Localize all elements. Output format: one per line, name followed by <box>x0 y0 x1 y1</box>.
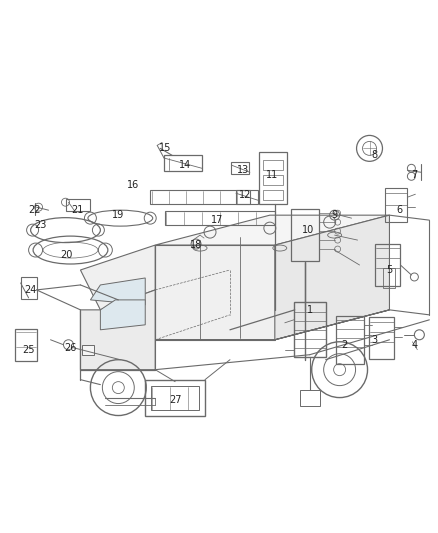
Polygon shape <box>81 245 155 310</box>
Polygon shape <box>275 215 389 340</box>
Bar <box>300 390 320 406</box>
Text: 20: 20 <box>60 250 73 260</box>
Bar <box>67 199 90 211</box>
Bar <box>369 317 394 359</box>
Polygon shape <box>155 215 389 245</box>
Text: 25: 25 <box>22 345 35 355</box>
Bar <box>150 190 250 204</box>
Bar <box>165 211 275 225</box>
Text: 9: 9 <box>332 210 338 220</box>
Bar <box>336 316 364 364</box>
Bar <box>21 277 37 299</box>
Text: 16: 16 <box>127 180 139 190</box>
Bar <box>236 190 258 204</box>
Text: 21: 21 <box>71 205 84 215</box>
Bar <box>231 163 249 174</box>
Text: 13: 13 <box>237 165 249 175</box>
Bar <box>294 302 326 357</box>
Text: 24: 24 <box>25 285 37 295</box>
Text: 6: 6 <box>396 205 403 215</box>
Text: 12: 12 <box>239 190 251 200</box>
Text: 26: 26 <box>64 343 77 353</box>
Bar <box>259 152 287 204</box>
Bar <box>375 244 400 286</box>
Text: 2: 2 <box>342 340 348 350</box>
Text: 22: 22 <box>28 205 41 215</box>
Text: 1: 1 <box>307 305 313 315</box>
Text: 3: 3 <box>371 335 378 345</box>
Bar <box>164 155 202 171</box>
Text: 10: 10 <box>302 225 314 235</box>
Text: 27: 27 <box>169 394 181 405</box>
Text: 17: 17 <box>211 215 223 225</box>
Text: 19: 19 <box>112 210 124 220</box>
Text: 4: 4 <box>411 340 417 350</box>
Bar <box>145 379 205 416</box>
Bar <box>14 329 37 361</box>
Bar <box>82 345 95 355</box>
Bar <box>384 268 396 288</box>
Bar <box>263 175 283 185</box>
Bar <box>263 190 283 200</box>
Text: 18: 18 <box>190 240 202 250</box>
Text: 7: 7 <box>411 170 417 180</box>
Text: 14: 14 <box>179 160 191 171</box>
Polygon shape <box>81 290 155 370</box>
Text: 23: 23 <box>34 220 47 230</box>
Bar <box>291 209 319 261</box>
Bar <box>263 160 283 171</box>
Polygon shape <box>100 300 145 330</box>
Polygon shape <box>90 278 145 305</box>
Text: 8: 8 <box>371 150 378 160</box>
Bar <box>385 188 407 222</box>
Polygon shape <box>155 310 389 340</box>
Polygon shape <box>155 245 275 340</box>
Bar <box>151 385 199 409</box>
Text: 15: 15 <box>159 143 171 154</box>
Text: 5: 5 <box>386 265 392 275</box>
Text: 11: 11 <box>266 170 278 180</box>
